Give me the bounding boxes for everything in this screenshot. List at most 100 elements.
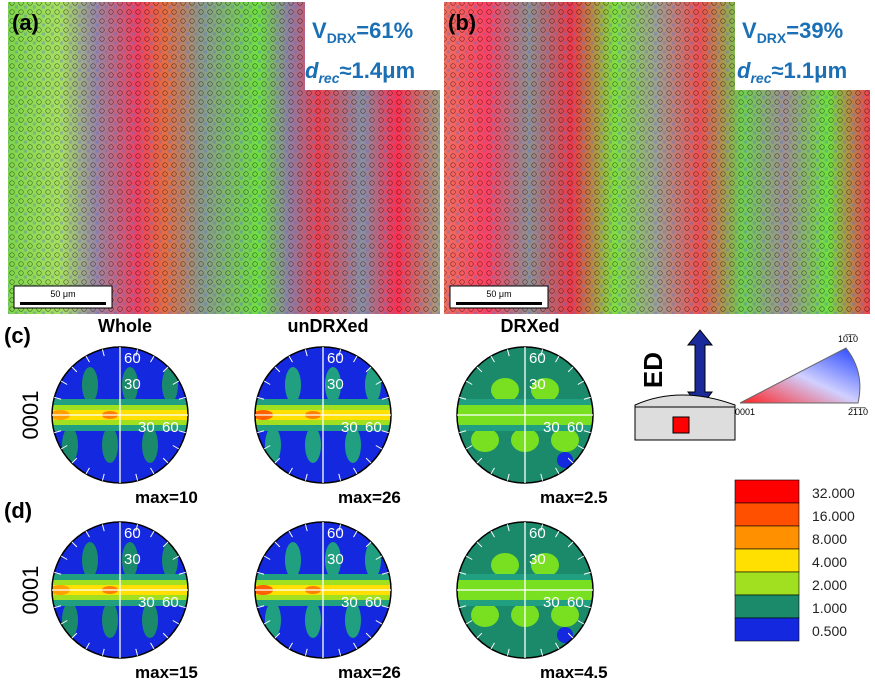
ring-label: 30	[529, 376, 546, 393]
ring-label: 30	[138, 419, 155, 436]
pf-blob	[62, 602, 78, 638]
v-value: =39%	[786, 18, 843, 43]
direction-label: ED	[638, 352, 668, 388]
d-value: ≈1.1μm	[771, 58, 847, 83]
pf-blob	[471, 603, 499, 627]
figure: (a) VDRX=61% drec≈1.4μm 50 μm (b) VDRX=3…	[0, 0, 875, 680]
pf-blob	[62, 427, 78, 463]
legend-swatch	[735, 480, 799, 503]
legend-label: 32.000	[812, 485, 855, 501]
pf-blob	[82, 542, 98, 578]
legend-swatch	[735, 549, 799, 572]
ring-label: 60	[162, 419, 179, 436]
pf-blob	[365, 367, 381, 403]
ring-label: 30	[124, 376, 141, 393]
ring-label: 60	[365, 419, 382, 436]
pf-blob	[305, 427, 321, 463]
legend-swatch	[735, 572, 799, 595]
legend-label: 4.000	[812, 554, 847, 570]
pf-blob	[285, 367, 301, 403]
pf-blob	[265, 427, 281, 463]
pf-blob	[285, 542, 301, 578]
column-title: unDRXed	[288, 316, 369, 336]
d-value: ≈1.4μm	[339, 58, 415, 83]
pf-blob	[491, 378, 519, 402]
v-sub: DRX	[327, 30, 357, 46]
scale-bar-label: 50 μm	[486, 289, 511, 299]
max-label: max=4.5	[540, 663, 608, 680]
d-symbol: d	[305, 58, 319, 83]
pf-blob	[162, 367, 178, 403]
ring-label: 30	[341, 419, 358, 436]
legend-label: 16.000	[812, 508, 855, 524]
d-sub: rec	[318, 70, 339, 86]
ring-label: 30	[327, 551, 344, 568]
sample-schematic: ED	[635, 330, 735, 440]
ring-label: 30	[124, 551, 141, 568]
max-label: max=2.5	[540, 488, 608, 507]
pf-blob	[305, 602, 321, 638]
ipf-left: 0001	[735, 407, 755, 417]
v-symbol: V	[312, 18, 327, 43]
ring-label: 60	[529, 350, 546, 367]
legend-swatch	[735, 595, 799, 618]
legend: 32.000 16.000 8.000 4.000 2.000 1.000 0.500	[735, 480, 855, 641]
column-title: Whole	[98, 316, 152, 336]
map-b	[444, 2, 870, 314]
row-label: (d)	[4, 498, 32, 523]
max-label: max=15	[135, 663, 198, 680]
axis-label: 0001	[18, 566, 43, 615]
ring-label: 60	[567, 594, 584, 611]
max-label: max=26	[338, 488, 401, 507]
map-a	[8, 2, 440, 314]
ipf-key: 10̅1̅0 0001 2̅1̅1̅0	[735, 334, 868, 417]
scale-bar-label: 50 μm	[50, 289, 75, 299]
pf-blob	[491, 553, 519, 577]
row-label: (c)	[4, 323, 31, 348]
ipf-triangle	[740, 348, 860, 403]
legend-label: 2.000	[812, 577, 847, 593]
legend-label: 0.500	[812, 623, 847, 639]
pf-blob	[265, 602, 281, 638]
panel-label: (a)	[12, 10, 39, 35]
ring-label: 30	[138, 594, 155, 611]
axis-label: 0001	[18, 391, 43, 440]
ring-label: 60	[124, 350, 141, 367]
legend-label: 8.000	[812, 531, 847, 547]
legend-label: 1.000	[812, 600, 847, 616]
ipf-right: 2̅1̅1̅0	[848, 407, 868, 417]
d-sub: rec	[750, 70, 771, 86]
max-label: max=10	[135, 488, 198, 507]
ring-label: 30	[327, 376, 344, 393]
max-label: max=26	[338, 663, 401, 680]
ring-label: 60	[124, 525, 141, 542]
ring-label: 30	[543, 419, 560, 436]
v-symbol: V	[742, 18, 757, 43]
ring-label: 30	[529, 551, 546, 568]
pole-figures: Whole unDRXed DRXed (c) 0001 60 30 30 60 max=10 60…	[4, 316, 608, 680]
pf-blob	[102, 602, 118, 638]
sample-region	[673, 417, 689, 433]
ring-label: 60	[327, 350, 344, 367]
pf-blob	[102, 427, 118, 463]
pf-blob	[471, 428, 499, 452]
column-title: DRXed	[500, 316, 559, 336]
legend-swatch	[735, 526, 799, 549]
ring-label: 60	[327, 525, 344, 542]
ring-label: 30	[543, 594, 560, 611]
ring-label: 60	[365, 594, 382, 611]
d-symbol: d	[737, 58, 751, 83]
pf-blob	[162, 542, 178, 578]
v-value: =61%	[356, 18, 413, 43]
ring-label: 60	[162, 594, 179, 611]
ipf-top: 10̅1̅0	[838, 334, 858, 344]
ring-label: 30	[341, 594, 358, 611]
legend-swatch	[735, 503, 799, 526]
pf-blob	[365, 542, 381, 578]
legend-swatch	[735, 618, 799, 641]
ring-label: 60	[529, 525, 546, 542]
ring-label: 60	[567, 419, 584, 436]
panel-label: (b)	[448, 10, 476, 35]
v-sub: DRX	[757, 30, 787, 46]
pf-blob	[82, 367, 98, 403]
